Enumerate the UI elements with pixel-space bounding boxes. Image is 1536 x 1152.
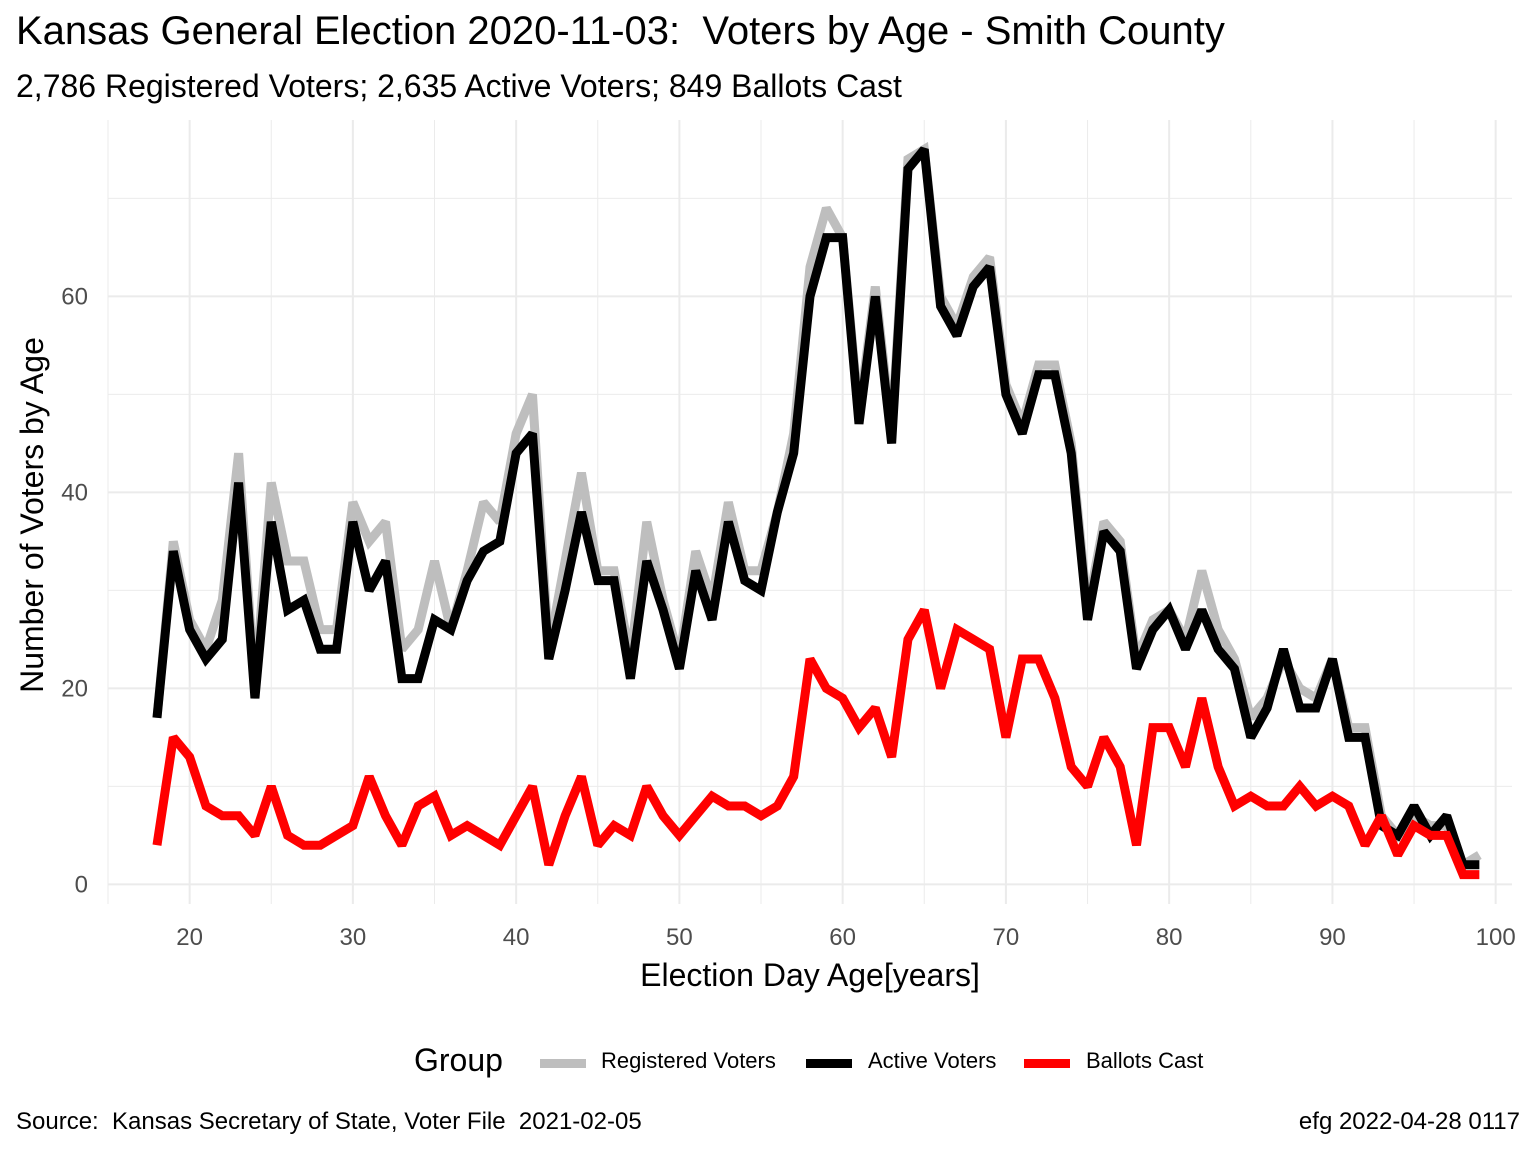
x-tick-label: 50 (666, 924, 693, 951)
series-line-active-voters (152, 146, 1480, 870)
source-caption: Source: Kansas Secretary of State, Voter… (16, 1108, 642, 1135)
chart-subtitle: 2,786 Registered Voters; 2,635 Active Vo… (16, 68, 902, 104)
credit-caption: efg 2022-04-28 0117 (1298, 1108, 1520, 1135)
x-axis-tick-labels: 20 30 40 50 60 70 80 90 100 (176, 924, 1515, 951)
chart-title: Kansas General Election 2020-11-03: Vote… (16, 9, 1225, 53)
y-tick-label: 0 (75, 871, 88, 898)
legend-label-active: Active Voters (868, 1048, 997, 1073)
legend-label-registered: Registered Voters (601, 1048, 776, 1073)
x-tick-label: 70 (993, 924, 1020, 951)
y-axis-title: Number of Voters by Age (14, 337, 50, 693)
x-tick-label: 80 (1156, 924, 1183, 951)
x-tick-label: 60 (829, 924, 856, 951)
y-axis-tick-labels: 0 20 40 60 (61, 283, 88, 898)
series-lines (152, 141, 1482, 880)
legend-label-ballots: Ballots Cast (1086, 1048, 1204, 1073)
legend-key-registered (540, 1059, 586, 1068)
x-tick-label: 20 (176, 924, 203, 951)
line-chart: 20 30 40 50 60 70 80 90 100 0 20 40 60 Election Day… (14, 120, 1516, 993)
series-line-registered-voters (152, 141, 1482, 872)
x-axis-title: Election Day Age[years] (640, 957, 980, 993)
x-tick-label: 90 (1319, 924, 1346, 951)
legend-key-active (806, 1059, 852, 1068)
legend: Group Registered Voters Active Voters Ba… (0, 1038, 1536, 1086)
minor-gridlines (107, 120, 1512, 904)
y-tick-label: 60 (61, 283, 88, 310)
series-line-ballots-cast (152, 607, 1480, 880)
x-tick-label: 100 (1476, 924, 1516, 951)
x-tick-label: 40 (503, 924, 530, 951)
x-tick-label: 30 (340, 924, 367, 951)
legend-title: Group (414, 1042, 503, 1078)
y-tick-label: 40 (61, 479, 88, 506)
legend-key-ballots (1024, 1059, 1070, 1068)
y-tick-label: 20 (61, 675, 88, 702)
